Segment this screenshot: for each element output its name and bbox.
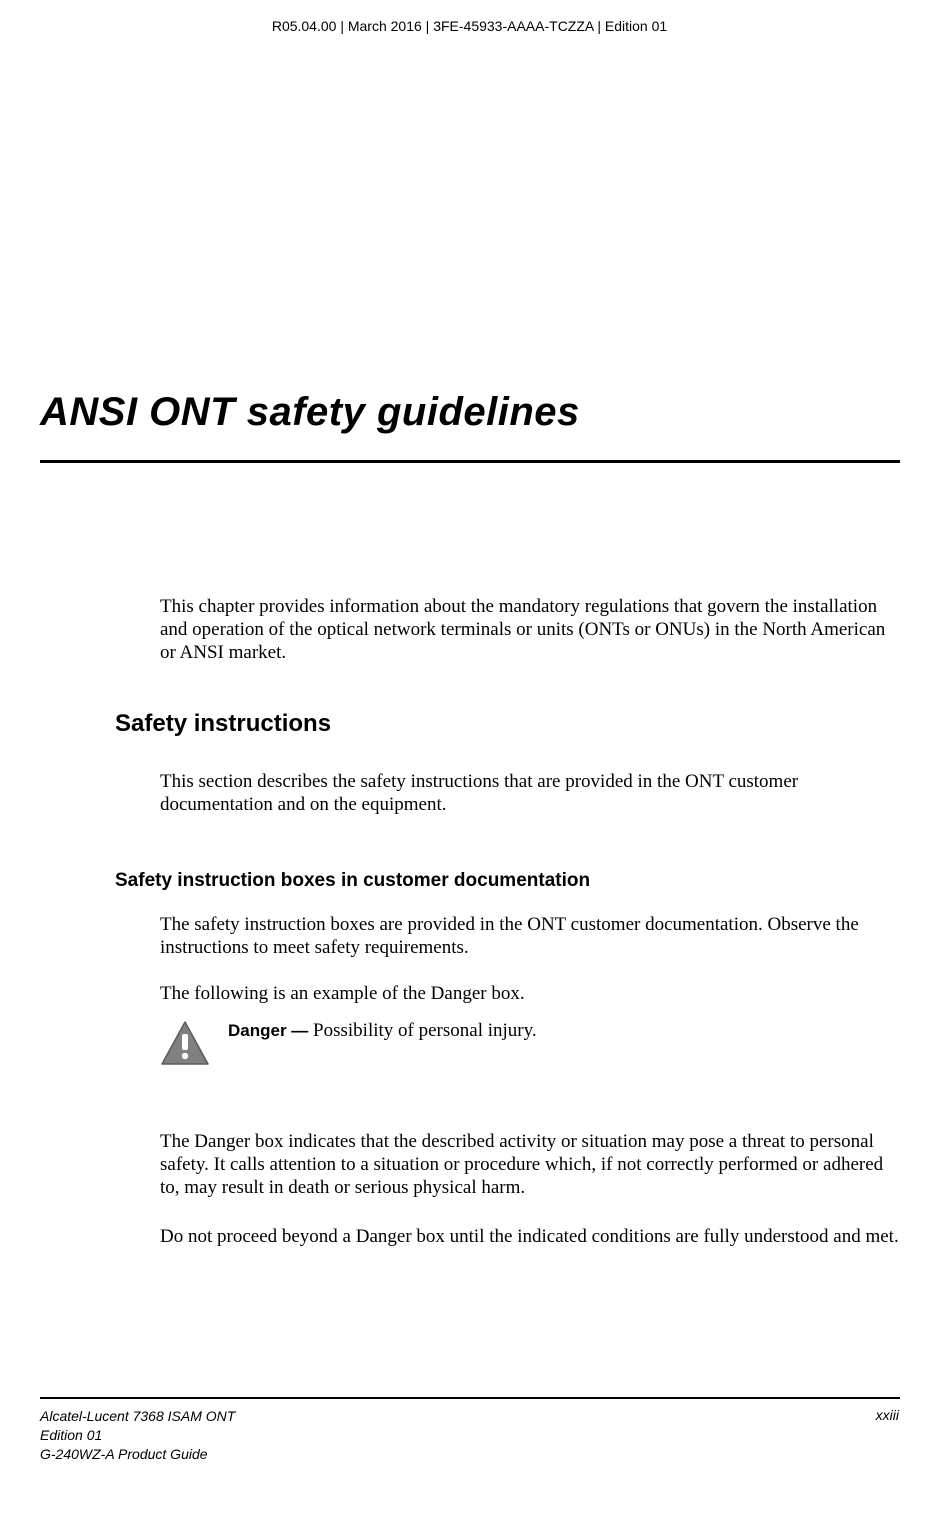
footer-left: Alcatel-Lucent 7368 ISAM ONT Edition 01 … bbox=[40, 1407, 235, 1464]
title-rule bbox=[40, 460, 900, 463]
danger-icon bbox=[160, 1020, 210, 1071]
page-header: R05.04.00 | March 2016 | 3FE-45933-AAAA-… bbox=[0, 18, 939, 34]
footer-product: Alcatel-Lucent 7368 ISAM ONT bbox=[40, 1407, 235, 1426]
footer-guide: G-240WZ-A Product Guide bbox=[40, 1445, 235, 1464]
intro-paragraph: This chapter provides information about … bbox=[160, 595, 900, 665]
footer-edition: Edition 01 bbox=[40, 1426, 235, 1445]
footer-page-number: xxiii bbox=[876, 1407, 899, 1423]
danger-explanation: The Danger box indicates that the descri… bbox=[160, 1130, 900, 1200]
safety-instructions-body: This section describes the safety instru… bbox=[160, 770, 900, 816]
danger-text-line: Danger — Possibility of personal injury. bbox=[228, 1020, 537, 1042]
heading-safety-instructions: Safety instructions bbox=[115, 710, 900, 738]
danger-description: Possibility of personal injury. bbox=[308, 1020, 536, 1041]
heading-safety-boxes: Safety instruction boxes in customer doc… bbox=[115, 870, 900, 892]
safety-boxes-p1: The safety instruction boxes are provide… bbox=[160, 913, 900, 959]
safety-boxes-p2: The following is an example of the Dange… bbox=[160, 982, 900, 1005]
chapter-title: ANSI ONT safety guidelines bbox=[40, 390, 580, 435]
danger-warning: Do not proceed beyond a Danger box until… bbox=[160, 1225, 900, 1248]
danger-label: Danger — bbox=[228, 1021, 308, 1040]
footer-rule bbox=[40, 1397, 900, 1399]
danger-box: Danger — Possibility of personal injury. bbox=[160, 1020, 900, 1071]
